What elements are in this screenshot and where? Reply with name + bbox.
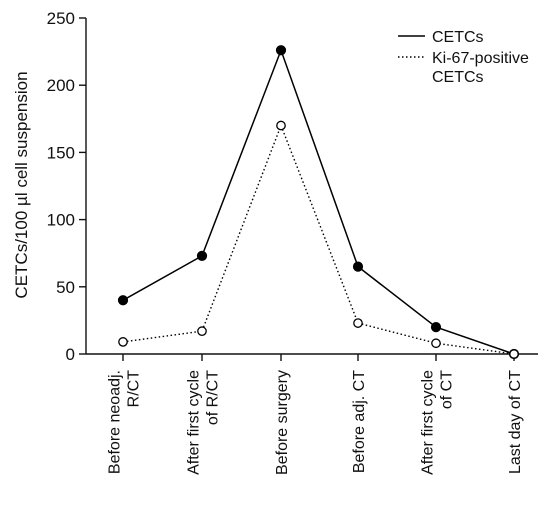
legend-label-cetcs: CETCs [432, 29, 484, 46]
x-tick-label: of CT [439, 370, 456, 409]
series-line [122, 123, 515, 355]
y-tick-label: 250 [47, 9, 75, 28]
legend-label-ki67: Ki-67-positive [432, 50, 529, 67]
y-tick-label: 50 [56, 278, 75, 297]
data-point [196, 250, 208, 261]
data-point [352, 261, 364, 272]
y-tick-label: 150 [47, 143, 75, 162]
series-ki67-positive-cetcs [118, 120, 519, 359]
data-point [430, 322, 442, 333]
data-point [117, 295, 129, 306]
legend-label-ki67: CETCs [432, 69, 484, 86]
data-point [431, 338, 441, 349]
data-point [509, 349, 519, 359]
y-axis-ticks: 0 50 100 150 200 250 [47, 9, 86, 364]
legend: CETCs Ki-67-positive CETCs [398, 29, 529, 86]
y-tick-label: 100 [47, 211, 75, 230]
axes [85, 18, 538, 355]
y-tick-label: 200 [47, 76, 75, 95]
y-axis-title: CETCs/100 µl cell suspension [12, 71, 31, 298]
data-point [118, 337, 128, 347]
x-tick-label: After first cycle [186, 370, 203, 475]
series-cetcs [117, 45, 520, 360]
x-axis-ticks: Before neoadj. R/CT After first cycle of R/… [107, 354, 524, 475]
data-point [197, 326, 207, 337]
x-tick-label: After first cycle [420, 370, 437, 475]
x-tick-label: of R/CT [205, 370, 222, 425]
series-line [122, 48, 515, 355]
series-layer [117, 45, 520, 360]
y-tick-label: 0 [66, 345, 75, 364]
data-point [353, 318, 363, 328]
x-tick-label: Last day of CT [507, 370, 524, 474]
x-tick-label: Before adj. CT [351, 370, 368, 473]
data-point [275, 45, 287, 56]
x-tick-label: R/CT [126, 370, 143, 408]
data-point [276, 120, 286, 131]
x-tick-label: Before surgery [274, 370, 291, 475]
x-tick-label: Before neoadj. [107, 370, 124, 474]
